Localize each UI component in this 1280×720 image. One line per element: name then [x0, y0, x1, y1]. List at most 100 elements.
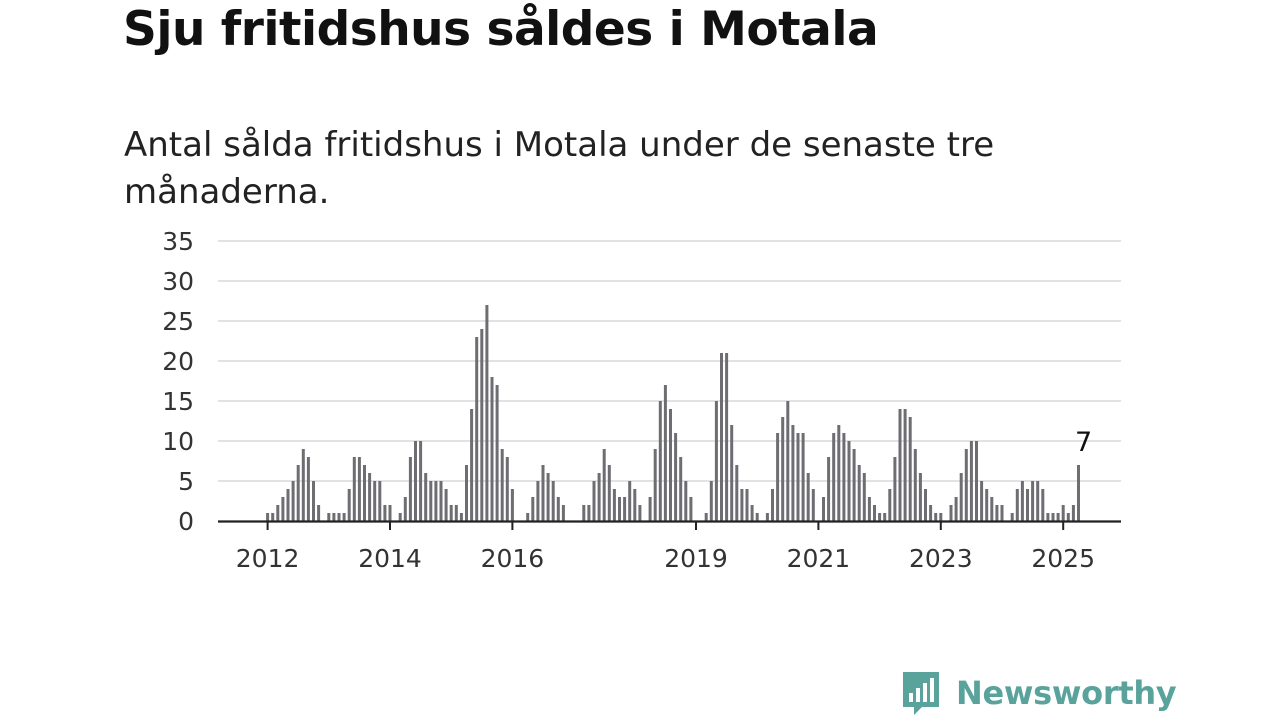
bar [985, 489, 989, 521]
chart-title: Sju fritidshus såldes i Motala [123, 2, 879, 57]
bar [429, 481, 433, 521]
bar [1031, 481, 1035, 521]
bar [801, 433, 805, 521]
bar [439, 481, 443, 521]
bar [918, 473, 922, 521]
bar [434, 481, 438, 521]
bar [765, 513, 769, 521]
bar [317, 505, 321, 521]
bar [1010, 513, 1014, 521]
bar [296, 465, 300, 521]
x-tick-label: 2014 [358, 544, 422, 573]
bar [633, 489, 637, 521]
y-tick-label: 10 [162, 427, 194, 456]
bar [781, 417, 785, 521]
bar [939, 513, 943, 521]
bar [582, 505, 586, 521]
bar [827, 457, 831, 521]
bar [444, 489, 448, 521]
bar [368, 473, 372, 521]
bar [735, 465, 739, 521]
bar [1056, 513, 1060, 521]
bar [1071, 505, 1075, 521]
bar [546, 473, 550, 521]
bar [806, 473, 810, 521]
bar [689, 497, 693, 521]
bar [658, 401, 662, 521]
bar [312, 481, 315, 521]
bar [536, 481, 540, 521]
bar [862, 473, 866, 521]
bar [281, 497, 285, 521]
brand-name: Newsworthy [956, 674, 1177, 712]
bar [842, 433, 846, 521]
bar [398, 513, 402, 521]
x-tick-label: 2025 [1031, 544, 1095, 573]
bar [357, 457, 361, 521]
bar [414, 441, 417, 521]
bar [271, 513, 275, 521]
bar [653, 449, 657, 521]
bar [352, 457, 356, 521]
bar [786, 401, 790, 521]
bar [266, 513, 270, 521]
bar-chart-speech-bubble-icon [903, 672, 939, 715]
x-tick-label: 2012 [236, 544, 300, 573]
bar [510, 489, 514, 521]
bar [286, 489, 290, 521]
bar [1077, 465, 1080, 521]
bar [526, 513, 530, 521]
bar [913, 449, 917, 521]
bar [949, 505, 953, 521]
bar [980, 481, 984, 521]
y-tick-label: 0 [178, 507, 194, 536]
bar [332, 513, 336, 521]
bar [791, 425, 795, 521]
bar [709, 481, 713, 521]
axes [218, 520, 1121, 530]
bar [975, 441, 978, 521]
bar [730, 425, 734, 521]
bar [725, 353, 729, 521]
bar [832, 433, 836, 521]
bar [995, 505, 999, 521]
bar [669, 409, 672, 521]
bar [929, 505, 933, 521]
bar [363, 465, 366, 521]
bar [903, 409, 907, 521]
bar [908, 417, 912, 521]
bar [505, 457, 509, 521]
x-tick-label: 2021 [787, 544, 851, 573]
bar [408, 457, 412, 521]
bar [1041, 489, 1045, 521]
bar [873, 505, 876, 521]
y-tick-label: 15 [162, 387, 194, 416]
bar [602, 449, 606, 521]
bar [373, 481, 377, 521]
bar [1020, 481, 1024, 521]
bar [852, 449, 856, 521]
bar [383, 505, 387, 521]
bar [623, 497, 627, 521]
bar [679, 457, 683, 521]
bar [888, 489, 892, 521]
bar [755, 513, 759, 521]
bar [954, 497, 958, 521]
bar [454, 505, 458, 521]
bar [857, 465, 861, 521]
y-tick-label: 25 [162, 307, 194, 336]
newsworthy-logo: Newsworthy [900, 668, 1177, 718]
bar [485, 305, 489, 521]
bar [776, 433, 780, 521]
bar [1000, 505, 1004, 521]
bar [750, 505, 754, 521]
bar [648, 497, 652, 521]
bar [424, 473, 428, 521]
bar [327, 513, 331, 521]
x-tick-label: 2016 [481, 544, 545, 573]
bar [878, 513, 882, 521]
highlight-value-label: 7 [1075, 427, 1092, 458]
bar [480, 329, 484, 521]
bar [674, 433, 678, 521]
bar [419, 441, 423, 521]
